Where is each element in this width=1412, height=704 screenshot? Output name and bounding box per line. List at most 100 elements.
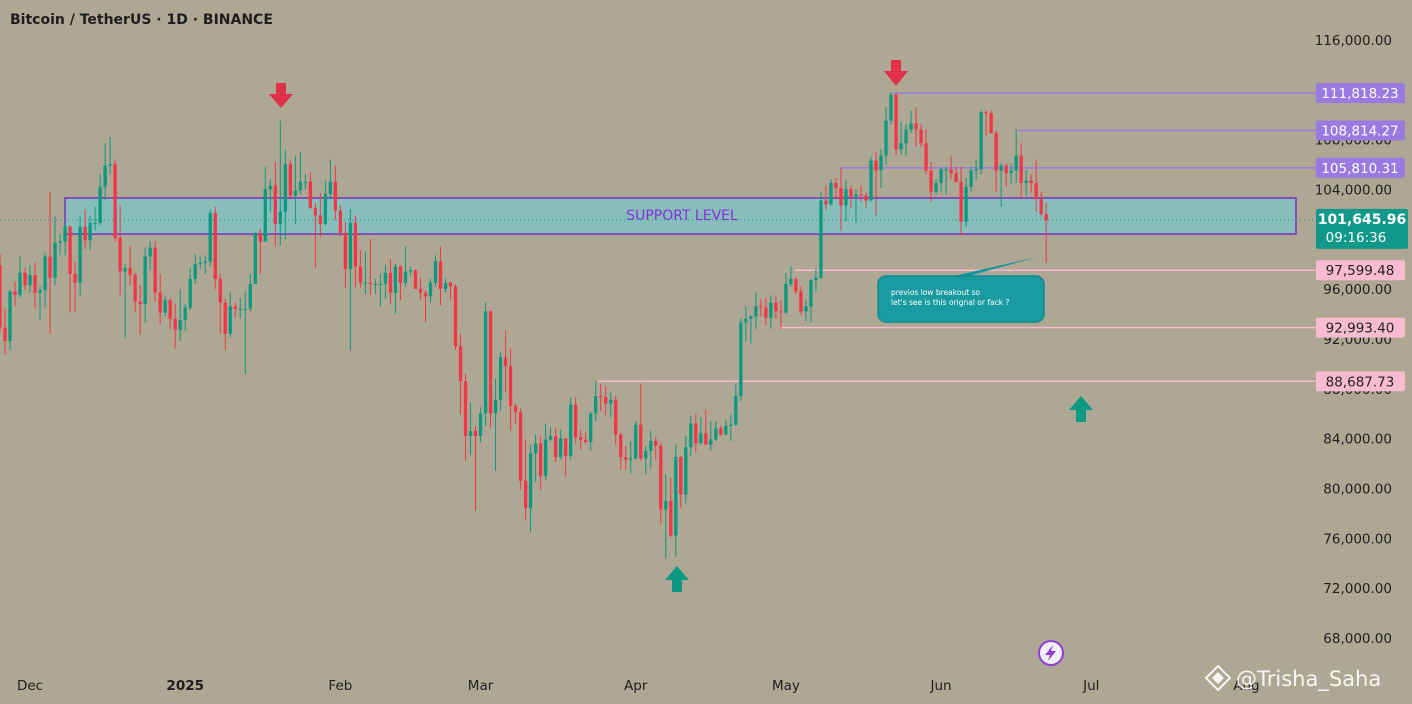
candle-body	[839, 187, 843, 206]
candle-body	[28, 275, 32, 286]
candle-body	[483, 311, 488, 414]
annotation-box	[877, 275, 1045, 323]
candle-body	[508, 366, 513, 407]
candle-body	[854, 194, 858, 197]
candle-body	[418, 288, 423, 293]
candle-body	[328, 181, 333, 195]
candle-body	[533, 443, 538, 454]
chart-title: Bitcoin / TetherUS · 1D · BINANCE	[10, 12, 273, 28]
candle-body	[48, 256, 52, 278]
candle-body	[343, 232, 348, 269]
candle-body	[574, 404, 578, 438]
candle-body	[123, 267, 127, 272]
candle-body	[914, 123, 918, 130]
arrow-up	[665, 566, 689, 592]
candle-body	[809, 280, 813, 307]
candle-body	[393, 266, 398, 293]
levels-layer	[0, 92, 1316, 383]
annotation-pointer	[945, 257, 1037, 278]
candle-body	[408, 270, 413, 272]
candle-body	[939, 169, 943, 184]
candle-body	[358, 266, 363, 283]
candle-body	[834, 183, 838, 188]
candle-body	[644, 450, 648, 459]
watermark: @Trisha_Saha	[1204, 664, 1381, 692]
candle-body	[759, 306, 763, 308]
candle-body	[874, 160, 878, 171]
candle-body	[989, 113, 993, 134]
candle-body	[183, 307, 187, 321]
candle-body	[699, 433, 703, 444]
current-price-label: 101,645.96	[1318, 212, 1407, 228]
candle-body	[203, 261, 207, 263]
candle-body	[163, 300, 167, 313]
candle-body	[784, 283, 788, 313]
candle-body	[433, 261, 438, 283]
candle-body	[904, 129, 908, 144]
candle-body	[1009, 170, 1013, 174]
candle-body	[744, 318, 748, 323]
candle-body	[383, 272, 388, 284]
candle-body	[949, 169, 953, 174]
candle-body	[283, 164, 287, 212]
candle-body	[93, 222, 97, 224]
candle-body	[569, 404, 573, 456]
candle-body	[814, 277, 818, 281]
candle-body	[488, 311, 493, 414]
level-label: 88,687.73	[1326, 374, 1395, 390]
candle-body	[714, 428, 718, 440]
candle-body	[764, 307, 768, 318]
candle-body	[614, 399, 618, 435]
candle-body	[1044, 214, 1048, 221]
level-label: 105,810.31	[1321, 161, 1398, 177]
candle-body	[664, 500, 668, 510]
candle-body	[634, 424, 638, 459]
candle-body	[523, 480, 528, 509]
candle-body	[749, 316, 753, 319]
candle-body	[273, 185, 277, 225]
candle-body	[934, 183, 938, 192]
candle-body	[659, 445, 663, 510]
candle-body	[824, 200, 828, 205]
candle-body	[1014, 155, 1018, 171]
level-label-box	[1316, 157, 1405, 178]
y-tick-label: 96,000.00	[1323, 282, 1392, 298]
arrow-up	[1069, 396, 1093, 422]
candle-body	[18, 272, 22, 296]
candle-body	[133, 275, 137, 302]
candle-body	[589, 413, 593, 443]
candle-body	[513, 406, 518, 413]
candle-body	[303, 181, 308, 183]
candle-body	[128, 267, 132, 276]
candle-body	[73, 273, 77, 283]
candle-body	[148, 247, 152, 257]
candle-body	[879, 155, 883, 171]
candle-body	[8, 291, 12, 342]
candle-body	[974, 169, 978, 171]
candle-body	[213, 212, 217, 279]
candle-body	[844, 189, 848, 206]
candle-body	[423, 292, 428, 297]
candle-body	[929, 170, 933, 192]
level-label-box	[1316, 371, 1405, 392]
level-label-box	[1316, 83, 1405, 104]
candle-body	[849, 189, 853, 197]
candle-body	[889, 94, 893, 121]
candle-body	[558, 438, 563, 458]
support-zone-label: SUPPORT LEVEL	[626, 208, 738, 224]
candle-body	[3, 327, 7, 342]
x-tick-label: Aug	[1233, 678, 1259, 694]
candle-body	[538, 443, 543, 476]
candle-body	[684, 447, 688, 495]
candle-body	[528, 453, 533, 509]
candle-body	[629, 458, 633, 460]
candle-body	[779, 311, 783, 313]
candle-body	[143, 256, 147, 304]
candle-body	[1019, 155, 1023, 184]
watermark-text: @Trisha_Saha	[1236, 667, 1381, 692]
candle-body	[153, 247, 157, 293]
candle-body	[113, 164, 117, 238]
candle-body	[238, 308, 242, 310]
candle-body	[654, 440, 658, 446]
